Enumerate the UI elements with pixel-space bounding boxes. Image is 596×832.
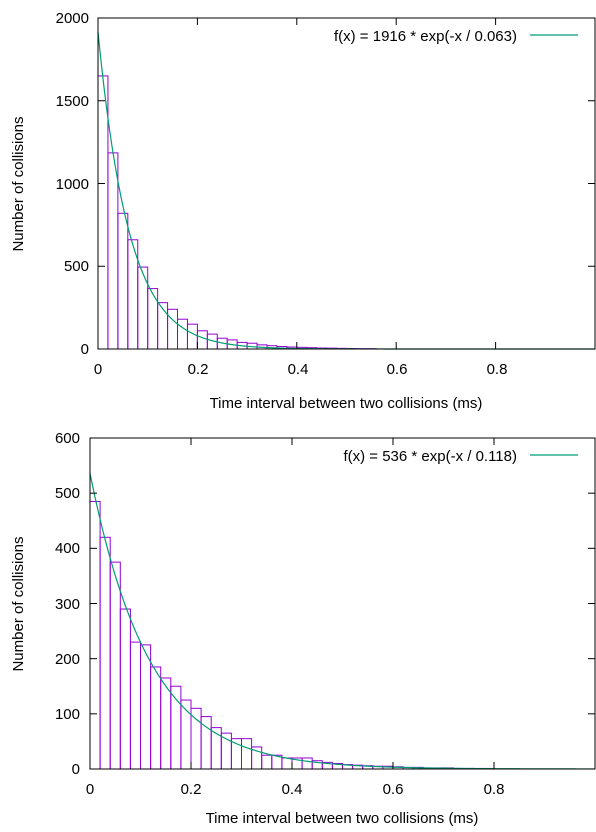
bottom-y-tick-label: 500 (55, 485, 80, 502)
top-histogram-bar (117, 212, 129, 350)
top-histogram-bar (196, 330, 208, 350)
bottom-x-tick-label: 0 (86, 781, 94, 798)
bottom-histogram-bar (99, 536, 111, 770)
top-y-tick-label: 0 (81, 341, 89, 358)
top-x-tick-label: 0.6 (387, 361, 408, 378)
bottom-y-axis-label: Number of collisions (10, 536, 27, 671)
bottom-x-ticks (89, 438, 495, 769)
bottom-histogram-bar (129, 641, 141, 770)
bottom-x-tick-labels: 0 0.2 0.4 0.6 0.8 (86, 781, 505, 798)
bottom-histogram-bar (119, 608, 131, 770)
top-x-tick-label: 0.2 (188, 361, 209, 378)
bottom-y-tick-label: 0 (72, 761, 80, 778)
bottom-x-tick-label: 0.8 (484, 781, 505, 798)
top-y-tick-label: 1500 (56, 93, 89, 110)
bottom-bars (89, 500, 495, 770)
top-y-tick-label: 2000 (56, 10, 89, 27)
top-y-tick-labels: 0 500 1000 1500 2000 (56, 10, 89, 358)
bottom-histogram-bar (140, 644, 152, 770)
bottom-histogram-bar (150, 666, 162, 770)
top-histogram-bar (107, 152, 119, 350)
top-legend: f(x) = 1916 * exp(-x / 0.063) (334, 28, 578, 45)
top-y-tick-label: 500 (64, 258, 89, 275)
top-histogram-bar (186, 323, 198, 350)
top-x-tick-label: 0 (94, 361, 102, 378)
bottom-plot-frame (89, 437, 596, 770)
bottom-histogram-bar (109, 561, 121, 770)
bottom-histogram-bar (301, 757, 313, 770)
bottom-y-tick-label: 200 (55, 651, 80, 668)
bottom-histogram-bar (261, 754, 273, 770)
bottom-y-ticks (90, 437, 595, 770)
top-x-tick-label: 0.8 (487, 361, 508, 378)
bottom-x-axis-label: Time interval between two collisions (ms… (206, 810, 479, 827)
bottom-histogram-bar (241, 738, 253, 770)
bottom-legend-label: f(x) = 536 * exp(-x / 0.118) (343, 448, 517, 465)
bottom-x-tick-label: 0.2 (181, 781, 202, 798)
top-x-ticks (97, 18, 497, 349)
bottom-y-tick-label: 600 (55, 430, 80, 447)
bottom-histogram-bar (190, 707, 202, 770)
top-histogram-bar (177, 318, 188, 350)
bottom-fit-curve (89, 473, 595, 770)
top-histogram-bar (167, 308, 179, 350)
bottom-histogram-bar (281, 757, 293, 770)
top-plot-frame (97, 17, 596, 350)
bottom-y-tick-label: 400 (55, 540, 80, 557)
top-histogram-bar (97, 75, 109, 350)
top-x-tick-label: 0.4 (288, 361, 309, 378)
bottom-x-tick-label: 0.6 (383, 781, 404, 798)
top-fit-curve (97, 31, 595, 350)
top-histogram-chart: 0 500 1000 1500 2000 0 0.2 0.4 0.6 0.8 T… (10, 10, 596, 412)
top-y-ticks (98, 17, 595, 350)
top-histogram-bar (147, 288, 159, 350)
top-x-tick-labels: 0 0.2 0.4 0.6 0.8 (94, 361, 508, 378)
bottom-x-tick-label: 0.4 (282, 781, 303, 798)
bottom-y-tick-label: 300 (55, 596, 80, 613)
top-legend-label: f(x) = 1916 * exp(-x / 0.063) (334, 28, 517, 45)
bottom-y-tick-labels: 0 100 200 300 400 500 600 (55, 430, 80, 778)
top-y-axis-label: Number of collisions (10, 116, 27, 251)
top-y-tick-label: 1000 (56, 176, 89, 193)
bottom-legend: f(x) = 536 * exp(-x / 0.118) (343, 448, 578, 465)
top-histogram-bar (137, 266, 149, 350)
top-x-axis-label: Time interval between two collisions (ms… (210, 395, 483, 412)
top-bars (97, 75, 377, 350)
bottom-histogram-bar (89, 500, 101, 770)
bottom-y-tick-label: 100 (55, 706, 80, 723)
bottom-histogram-chart: 0 100 200 300 400 500 600 0 0.2 0.4 0.6 … (10, 430, 596, 827)
